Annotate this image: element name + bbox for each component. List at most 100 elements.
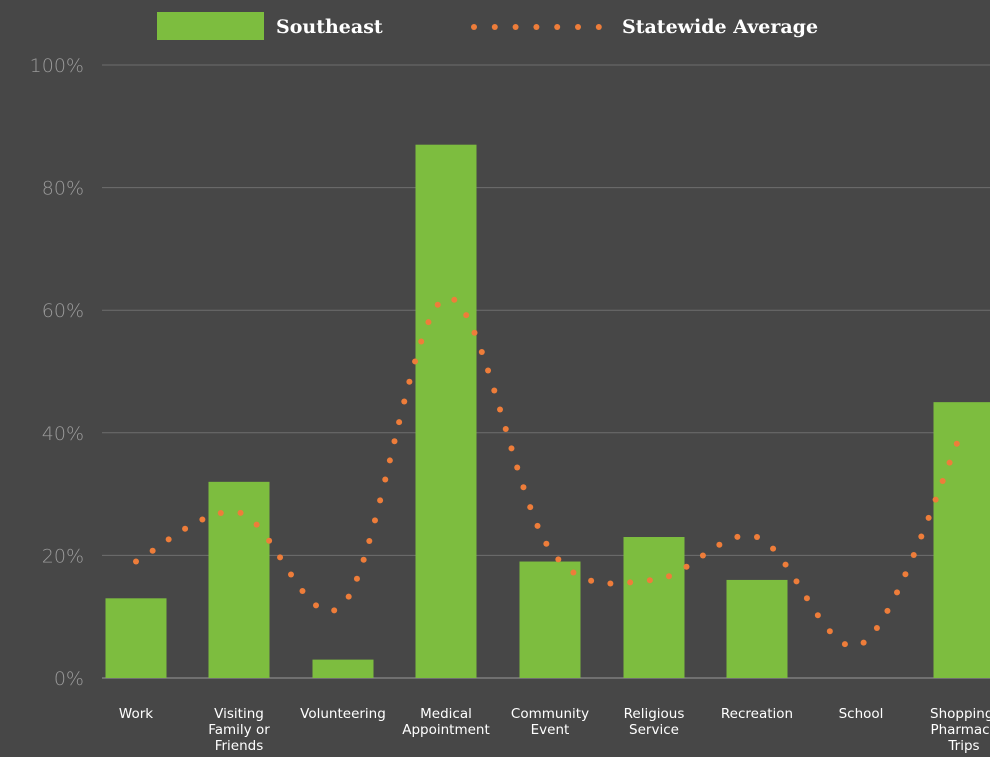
statewide-dot: [406, 378, 413, 385]
y-tick-label: 40%: [42, 423, 84, 445]
statewide-dot: [520, 484, 527, 491]
statewide-dot: [497, 406, 504, 413]
statewide-dot: [377, 497, 384, 504]
legend-southeast-label: Southeast: [276, 16, 383, 38]
statewide-dot: [939, 477, 946, 484]
statewide-dot: [391, 438, 398, 445]
bar-southeast: [623, 537, 685, 678]
x-category-label: Medical Appointment: [402, 706, 490, 738]
statewide-dot: [555, 556, 562, 563]
y-axis-ticks: 0% 20% 40% 60% 80% 100%: [30, 55, 84, 690]
statewide-dot: [910, 551, 917, 558]
statewide-dot: [884, 607, 891, 614]
statewide-dot: [803, 595, 810, 602]
statewide-dot: [894, 589, 901, 596]
legend-dot: [471, 24, 477, 30]
y-tick-label: 0%: [54, 668, 84, 690]
statewide-dot: [266, 537, 273, 544]
x-category-label: School: [839, 706, 884, 722]
statewide-dot: [782, 561, 789, 568]
x-category-label: Visiting Family or Friends: [208, 706, 270, 754]
statewide-dot: [401, 398, 408, 405]
legend-southeast-swatch: [157, 12, 264, 40]
bar-southeast: [519, 561, 581, 678]
bar-southeast: [726, 579, 788, 678]
statewide-dot: [902, 571, 909, 578]
legend-dot: [554, 24, 561, 30]
statewide-dot: [502, 425, 509, 432]
statewide-dot: [627, 579, 634, 586]
statewide-dot: [527, 504, 534, 511]
statewide-dot: [217, 510, 224, 517]
statewide-dotted-line: [133, 296, 960, 648]
y-tick-label: 20%: [42, 545, 84, 567]
statewide-dot: [607, 580, 614, 587]
y-tick-label: 100%: [30, 55, 84, 77]
statewide-dot: [353, 575, 360, 582]
statewide-dot: [182, 525, 189, 532]
x-category-label: Volunteering: [300, 706, 386, 722]
statewide-dot: [646, 577, 653, 584]
statewide-dot: [396, 419, 403, 426]
statewide-dot: [925, 514, 932, 521]
x-category-label: Recreation: [721, 706, 793, 722]
legend-dot: [491, 24, 498, 30]
statewide-dot: [918, 533, 925, 540]
statewide-dot: [463, 312, 470, 319]
statewide-dot: [734, 533, 741, 540]
legend-statewide-label: Statewide Average: [622, 16, 818, 38]
statewide-dot: [485, 367, 492, 374]
statewide-dot: [366, 537, 373, 544]
bar-southeast: [105, 598, 167, 678]
legend-dot: [575, 24, 581, 30]
statewide-dot: [588, 577, 595, 584]
statewide-dot: [754, 534, 760, 541]
x-axis-categories: Work Visiting Family or Friends Volunteering…: [119, 706, 990, 754]
x-category-label: Religious Service: [624, 706, 685, 738]
statewide-dot: [543, 540, 550, 547]
x-category-label: Community Event: [511, 706, 589, 738]
legend-dot: [595, 24, 602, 30]
statewide-dot: [382, 476, 389, 483]
bar-southeast: [312, 659, 374, 678]
statewide-dot: [434, 301, 441, 308]
statewide-dot: [699, 552, 706, 559]
statewide-dot: [826, 628, 833, 635]
statewide-dot: [418, 338, 425, 345]
statewide-dot: [277, 554, 284, 561]
statewide-dot: [491, 387, 498, 394]
bars: [105, 144, 990, 678]
statewide-dot: [716, 541, 723, 548]
x-category-label: Work: [119, 706, 153, 722]
statewide-dot: [133, 558, 139, 565]
statewide-dot: [665, 573, 672, 580]
statewide-dot: [253, 521, 260, 528]
statewide-dot: [425, 319, 432, 326]
statewide-dot: [793, 578, 800, 585]
statewide-dot: [570, 569, 577, 576]
statewide-dot: [770, 545, 777, 552]
statewide-dot: [841, 641, 848, 648]
statewide-dot: [237, 509, 244, 516]
legend: Southeast Statewide Average: [157, 12, 818, 40]
statewide-dot: [932, 496, 939, 503]
statewide-dot: [814, 612, 821, 619]
y-tick-label: 60%: [42, 300, 84, 322]
statewide-dot: [953, 440, 960, 447]
statewide-dot: [386, 457, 393, 464]
legend-statewide-swatch: [471, 24, 602, 30]
bar-southeast: [933, 402, 990, 678]
statewide-dot: [199, 516, 206, 523]
statewide-dot: [313, 602, 320, 609]
statewide-dot: [471, 329, 478, 336]
statewide-dot: [412, 358, 419, 365]
statewide-dot: [288, 571, 294, 578]
statewide-dot: [345, 593, 352, 600]
statewide-dot: [946, 459, 953, 466]
statewide-dot: [149, 547, 156, 554]
y-tick-label: 80%: [42, 178, 84, 200]
statewide-dot: [299, 587, 306, 594]
statewide-dot: [478, 348, 485, 355]
